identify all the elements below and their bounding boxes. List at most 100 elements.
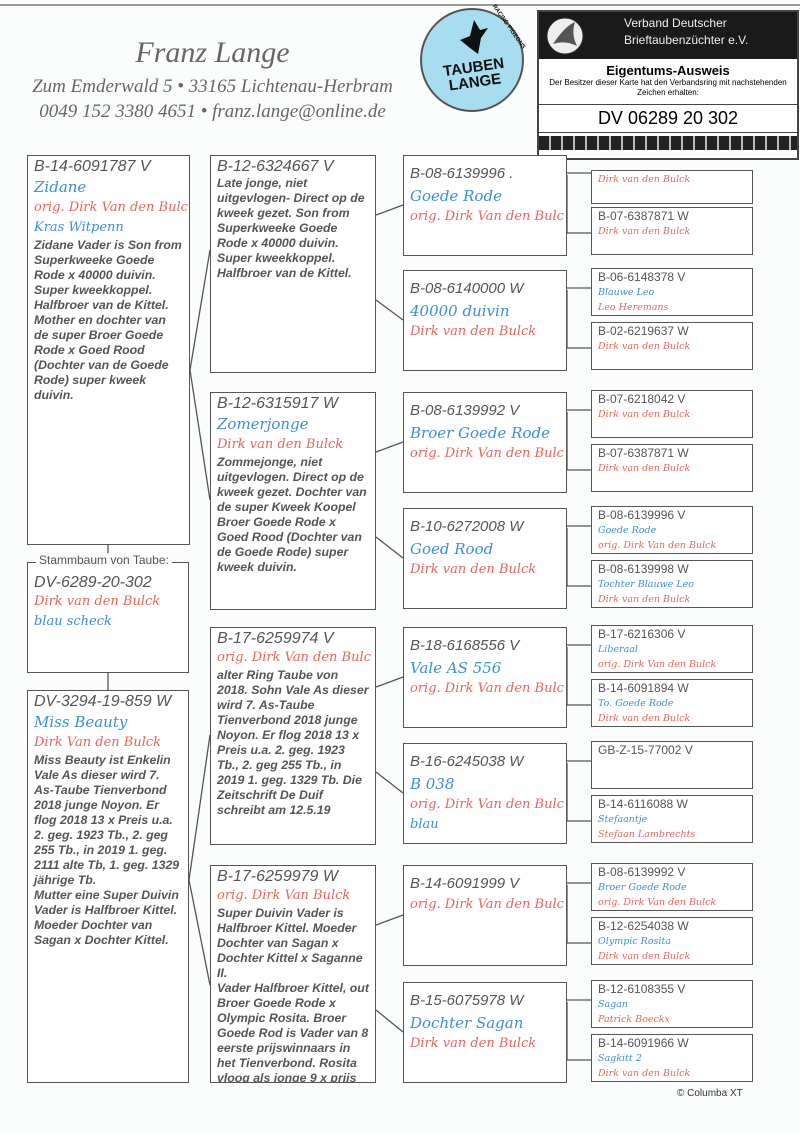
pigeon-ring: B-18-6168556 V (410, 637, 520, 654)
great-great-grandparent-box[interactable]: B-14-6091966 W Sagkitt 2 Dirk van den Bulc… (591, 1034, 753, 1082)
pigeon-ring: B-02-6219637 W (598, 324, 689, 338)
pigeon-name: Miss Beauty (34, 713, 128, 731)
pigeon-name: To. Goede Rode (598, 698, 674, 709)
great-grandparent-box[interactable]: B-15-6075978 W Dochter Sagan Dirk van den … (403, 982, 567, 1083)
pigeon-owner: orig. Dirk Van den Bulck (598, 540, 717, 551)
pigeon-color: Kras Witpenn (34, 220, 124, 235)
connector-line (375, 536, 404, 559)
pigeon-ring: B-14-6091966 W (598, 1036, 689, 1050)
great-great-grandparent-box[interactable]: B-14-6091894 W To. Goede Rode Dirk van den… (591, 679, 753, 727)
pigeon-ring: B-07-6218042 V (598, 392, 686, 406)
great-great-grandparent-box[interactable]: B-07-6387871 W Dirk van den Bulck (591, 444, 753, 492)
pigeon-owner: Dirk van den Bulck (34, 594, 161, 609)
pigeon-name: Sagkitt 2 (598, 1053, 642, 1064)
pigeon-name: Blauwe Leo (598, 287, 655, 298)
great-great-grandparent-box[interactable]: B-08-6139996 V Goede Rode orig. Dirk Van d… (591, 506, 753, 554)
pigeon-owner: Dirk van den Bulck (410, 562, 537, 577)
pigeon-ring: B-08-6140000 W (410, 280, 524, 297)
pigeon-name: Sagan (598, 999, 629, 1010)
pigeon-owner: orig. Dirk Van den Bulc (410, 797, 564, 812)
pigeon-ring: B-08-6139998 W (598, 562, 689, 576)
pigeon-ring: B-07-6387871 W (598, 209, 689, 223)
pigeon-notes: Zidane Vader is Son from Superkweeke Goe… (34, 238, 182, 402)
pigeon-ring: B-12-6315917 W (217, 395, 338, 412)
card-subtitle: Der Besitzer dieser Karte hat den Verban… (549, 78, 787, 97)
grandparent-box[interactable]: B-17-6259979 W orig. Dirk Van Bulck Super … (210, 865, 376, 1083)
pigeon-name: Goed Rood (410, 540, 494, 558)
great-great-grandparent-box[interactable]: B-12-6254038 W Olympic Rosita Dirk van den… (591, 917, 753, 965)
pigeon-ring: B-06-6148378 V (598, 270, 686, 284)
great-great-grandparent-box[interactable]: B-08-6139992 V Broer Goede Rode orig. Dirk… (591, 863, 753, 911)
card-title: Eigentums-Ausweis (606, 63, 730, 78)
copyright: © Columba XT (677, 1088, 743, 1099)
pigeon-notes: Zommejonge, niet uitgevlogen. Direct op … (217, 455, 367, 574)
pigeon-owner: Dirk van den Bulck (598, 951, 691, 962)
pigeon-owner: Dirk van den Bulck (598, 1068, 691, 1079)
connector-line (189, 249, 211, 371)
card-org-line1: Verband Deutscher (624, 16, 727, 30)
pigeon-owner: orig. Dirk Van den Bulck (598, 659, 717, 670)
grandparent-box[interactable]: B-12-6315917 W Zomerjonge Dirk van den Bul… (210, 392, 376, 610)
pigeon-notes: Super Duivin Vader is Halfbroer Kittel. … (217, 906, 369, 1083)
pigeon-name: Vale AS 556 (410, 659, 502, 677)
pigeon-icon (460, 20, 488, 54)
great-grandparent-box[interactable]: B-16-6245038 W B 038 orig. Dirk Van den Bu… (403, 743, 567, 844)
pigeon-owner: orig. Dirk Van Bulck (217, 888, 351, 903)
pigeon-name: Zidane (34, 178, 87, 196)
pigeon-owner: Dirk van den Bulck (598, 409, 691, 420)
pigeon-owner: Dirk van den Bulck (598, 174, 691, 185)
pigeon-notes: Miss Beauty ist Enkelin Vale As dieser w… (34, 753, 180, 947)
pigeon-name: Broer Goede Rode (410, 424, 550, 442)
great-great-grandparent-box[interactable]: GB-Z-15-77002 V (591, 741, 753, 789)
pigeon-ring: B-15-6075978 W (410, 992, 524, 1009)
pigeon-notes: alter Ring Taube von 2018. Sohn Vale As … (217, 668, 369, 817)
card-org-line2: Brieftaubenzüchter e.V. (624, 33, 749, 47)
pigeon-owner: Dirk van den Bulck (217, 437, 344, 452)
great-grandparent-box[interactable]: B-08-6139992 V Broer Goede Rode orig. Dirk… (403, 392, 567, 493)
pigeon-ring: B-08-6139992 V (598, 865, 686, 879)
pigeon-owner: Dirk van den Bulck (598, 341, 691, 352)
great-grandparent-box[interactable]: B-08-6139996 . Goede Rode orig. Dirk Van d… (403, 155, 567, 256)
pigeon-name: Dochter Sagan (410, 1014, 524, 1032)
pigeon-owner: Stefaan Lambrechts (598, 829, 696, 840)
grandparent-box[interactable]: B-12-6324667 V Late jonge, niet uitgevlog… (210, 155, 376, 373)
connector-line (375, 204, 404, 216)
dove-logo-icon (546, 17, 584, 55)
pigeon-owner: Dirk van den Bulck (598, 594, 691, 605)
grandparent-box[interactable]: B-17-6259974 V orig. Dirk Van den Bulc alt… (210, 627, 376, 845)
pigeon-owner: orig. Dirk Van den Bulck (598, 897, 717, 908)
pigeon-name: Goede Rode (410, 187, 502, 205)
card-ring-number: DV 06289 20 302 (539, 104, 797, 133)
dam-box[interactable]: DV-3294-19-859 W Miss Beauty Dirk Van den … (27, 690, 189, 1083)
great-great-grandparent-box[interactable]: B-14-6116088 W Stefaantje Stefaan Lambrech… (591, 795, 753, 843)
pigeon-ring: B-12-6254038 W (598, 919, 689, 933)
great-grandparent-box[interactable]: B-18-6168556 V Vale AS 556 orig. Dirk Van … (403, 627, 567, 728)
pigeon-name: 40000 duivin (410, 302, 510, 320)
great-great-grandparent-box[interactable]: B-08-6139998 W Tochter Blauwe Leo Dirk van… (591, 560, 753, 608)
sire-box[interactable]: B-14-6091787 V Zidane orig. Dirk Van den B… (27, 155, 190, 545)
great-great-grandparent-box[interactable]: B-07-6218042 V Dirk van den Bulck (591, 390, 753, 438)
connector-line (375, 1009, 404, 1033)
pigeon-owner: Patrick Boeckx (598, 1014, 670, 1025)
great-great-grandparent-box[interactable]: B-12-6108355 V Sagan Patrick Boeckx (591, 980, 753, 1028)
pigeon-name: Tochter Blauwe Leo (598, 579, 694, 590)
great-great-grandparent-box[interactable]: B-06-6148378 V Blauwe Leo Leo Heremans (591, 268, 753, 316)
pigeon-ring: B-14-6091894 W (598, 681, 689, 695)
pigeon-ring: B-08-6139992 V (410, 402, 520, 419)
connector-line (375, 771, 404, 794)
ownership-card: Verband Deutscher Brieftaubenzüchter e.V… (537, 10, 799, 160)
great-grandparent-box[interactable]: B-14-6091999 V orig. Dirk Van den Bulc (403, 865, 567, 966)
great-grandparent-box[interactable]: B-10-6272008 W Goed Rood Dirk van den Bulc… (403, 508, 567, 609)
pigeon-owner: orig. Dirk Van den Bulc (217, 650, 371, 665)
pigeon-name: Goede Rode (598, 525, 657, 536)
great-great-grandparent-box[interactable]: B-17-6216306 V Liberaal orig. Dirk Van den… (591, 625, 753, 673)
subject-pigeon-box[interactable]: DV-6289-20-302 Dirk van den Bulck blau sch… (27, 562, 189, 673)
breeder-name: Franz Lange (135, 36, 290, 69)
great-grandparent-box[interactable]: B-08-6140000 W 40000 duivin Dirk van den B… (403, 270, 567, 371)
great-great-grandparent-box[interactable]: B-07-6387871 W Dirk van den Bulck (591, 207, 753, 255)
great-great-grandparent-box[interactable]: B-02-6219637 W Dirk van den Bulck (591, 322, 753, 370)
great-great-grandparent-box[interactable]: Dirk van den Bulck (591, 170, 753, 204)
connector-line (188, 734, 211, 881)
connector-line (189, 369, 211, 501)
